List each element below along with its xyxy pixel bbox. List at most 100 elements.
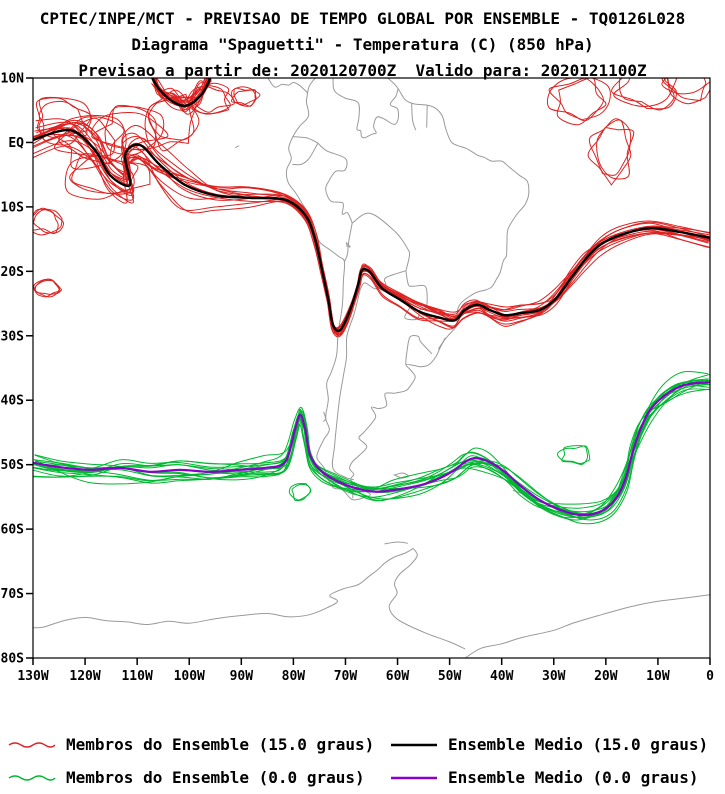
legend-swatch-members-15c: [8, 741, 56, 748]
contour-lines: [33, 78, 710, 525]
ensemble-loop: [233, 87, 257, 107]
coastline-border-guy-sur: [411, 103, 417, 131]
coastline-south-shetland: [384, 541, 409, 545]
lon-tick-label: 70W: [334, 669, 358, 684]
ensemble-member-line: [33, 122, 710, 332]
lon-tick-label: 110W: [121, 669, 152, 684]
ensemble-member-line: [34, 381, 710, 525]
ensemble-loop: [38, 96, 92, 146]
lon-tick-label: 100W: [174, 669, 205, 684]
legend-swatch-mean-0c: [391, 776, 437, 779]
ensemble-loop: [561, 445, 589, 465]
ensemble-member-line: [36, 123, 710, 330]
legend-line: [8, 741, 56, 748]
lon-tick-label: 40W: [490, 669, 514, 684]
ensemble-member-line: [35, 133, 710, 335]
lat-tick-label: 40S: [1, 394, 25, 409]
coastline-antarctica-west-coast: [33, 547, 414, 629]
ensemble-member-line: [34, 119, 709, 333]
lon-tick-label: 0: [706, 669, 714, 684]
lat-tick-label: 20S: [1, 265, 25, 280]
ensemble-loop: [596, 126, 635, 180]
ensemble-loop: [666, 78, 710, 105]
ensemble-loop: [613, 78, 678, 107]
ensemble-loop: [64, 155, 151, 200]
ensemble-loop: [288, 483, 311, 501]
lat-tick-label: 60S: [1, 523, 25, 538]
lon-tick-label: 10W: [646, 669, 670, 684]
lon-tick-label: 130W: [17, 669, 48, 684]
legend-item-mean-15c: Ensemble Medio (15.0 graus): [390, 735, 708, 754]
coastline-border-sur-fg: [426, 105, 428, 128]
coastline-border-ecu-col: [292, 136, 319, 144]
coastline-colombia-caribbean: [306, 78, 316, 94]
legend-row-1: Membros do Ensemble (15.0 graus) Ensembl…: [0, 728, 725, 761]
legend-line: [8, 774, 56, 781]
ensemble-member-line: [35, 121, 710, 329]
legend-item-members-0c: Membros do Ensemble (0.0 graus): [0, 768, 390, 787]
coastline-lake-titicaca: [345, 241, 351, 248]
ensemble-member-line: [35, 118, 710, 335]
ensemble-loop: [661, 78, 707, 95]
coastline-border-bol-bra: [351, 212, 411, 271]
lon-tick-label: 90W: [230, 669, 254, 684]
ensemble-loop: [546, 78, 605, 122]
legend-label-members-15c: Membros do Ensemble (15.0 graus): [66, 735, 375, 754]
ensemble-loop: [186, 85, 231, 115]
legend-swatch-members-0c: [8, 774, 56, 781]
coastline-lagoa-dos-patos: [438, 337, 446, 350]
ensemble-loop: [71, 152, 135, 194]
lat-tick-label: EQ: [8, 136, 24, 151]
ensemble-mean-0c: [33, 381, 710, 517]
coastline-border-ven-bra-guy: [364, 88, 400, 139]
lat-tick-label: 10N: [1, 72, 25, 87]
coastline-falkland-islands: [392, 472, 409, 479]
ensemble-loop: [58, 116, 125, 165]
ensemble-member-line: [33, 373, 710, 515]
lat-tick-label: 10S: [1, 200, 25, 215]
coastline-border-chi-arg: [331, 289, 361, 480]
ensemble-member-line: [33, 125, 710, 329]
ensemble-loop: [661, 78, 710, 102]
legend-row-2: Membros do Ensemble (0.0 graus) Ensemble…: [0, 761, 725, 794]
coastline-border-per-ecu: [292, 142, 319, 166]
legend-label-members-0c: Membros do Ensemble (0.0 graus): [66, 768, 365, 787]
coastline-border-per-col-bra: [317, 142, 353, 224]
legend-label-mean-0c: Ensemble Medio (0.0 graus): [448, 768, 699, 787]
legend-item-mean-0c: Ensemble Medio (0.0 graus): [390, 768, 698, 787]
ensemble-loop: [69, 154, 139, 195]
lon-tick-label: 20W: [594, 669, 618, 684]
lon-tick-label: 80W: [282, 669, 306, 684]
ensemble-loop: [618, 78, 675, 111]
coastline-galapagos: [234, 145, 240, 149]
ensemble-loop: [38, 100, 88, 142]
lat-tick-label: 50S: [1, 458, 25, 473]
ensemble-loop: [52, 114, 127, 170]
coastline-border-col-ven: [332, 78, 365, 139]
lon-tick-label: 60W: [386, 669, 410, 684]
ensemble-mean-15c: [33, 128, 710, 333]
lat-tick-label: 30S: [1, 329, 25, 344]
legend-label-mean-15c: Ensemble Medio (15.0 graus): [448, 735, 709, 754]
plot-frame: [32, 77, 711, 659]
ensemble-member-line: [34, 379, 709, 505]
legend-item-members-15c: Membros do Ensemble (15.0 graus): [0, 735, 390, 754]
lon-tick-label: 50W: [438, 669, 462, 684]
ensemble-loop: [611, 78, 677, 110]
ensemble-loop: [231, 89, 261, 107]
legend-swatch-mean-15c: [391, 743, 437, 746]
ensemble-loop: [147, 89, 200, 141]
coastline-antarctic-peninsula-east: [388, 548, 466, 650]
coastline-chiloe-island: [322, 411, 327, 422]
lat-tick-label: 70S: [1, 587, 25, 602]
legend: Membros do Ensemble (15.0 graus) Ensembl…: [0, 728, 725, 794]
ensemble-loop: [556, 445, 591, 465]
ensemble-member-line: [33, 384, 709, 516]
ensemble-loop: [34, 279, 63, 298]
lon-tick-label: 30W: [542, 669, 566, 684]
lat-tick-label: 80S: [1, 652, 25, 667]
coastline-antarctica-weddell-coast: [464, 594, 710, 658]
basemap: [33, 78, 710, 658]
ensemble-loop: [35, 97, 92, 138]
